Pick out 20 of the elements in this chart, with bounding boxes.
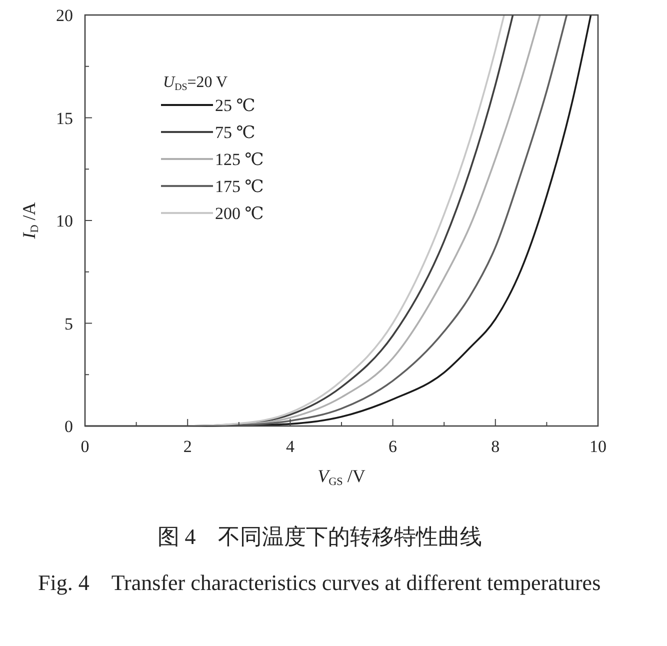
y-tick-label: 5 [64, 314, 73, 334]
y-tick-label: 15 [56, 108, 73, 128]
legend-label: 75 ℃ [215, 123, 256, 142]
x-tick-label: 8 [491, 437, 500, 456]
x-tick-label: 4 [286, 437, 295, 456]
y-tick-label: 10 [56, 212, 73, 230]
text: 图 4 不同温度下的转移特性曲线 [157, 524, 482, 549]
y-tick-label: 0 [64, 417, 73, 436]
legend-label: 175 ℃ [215, 177, 264, 196]
x-tick-label: 6 [388, 437, 398, 456]
legend-label: 125 ℃ [215, 150, 264, 169]
x-axis-title: V$_{GS}$ /V [318, 466, 366, 488]
x-tick-label: 0 [80, 437, 90, 456]
legend-label: 200 ℃ [215, 204, 264, 223]
legend-title: U$_{DS}$=20 V [163, 74, 228, 93]
legend-label: 25 ℃ [215, 96, 256, 115]
text: Fig. 4 Transfer characteristics curves at different temperatures [38, 569, 602, 597]
x-tick-label: 10 [590, 437, 606, 456]
x-tick-label: 2 [183, 437, 192, 456]
y-tick-label: 20 [56, 6, 73, 25]
